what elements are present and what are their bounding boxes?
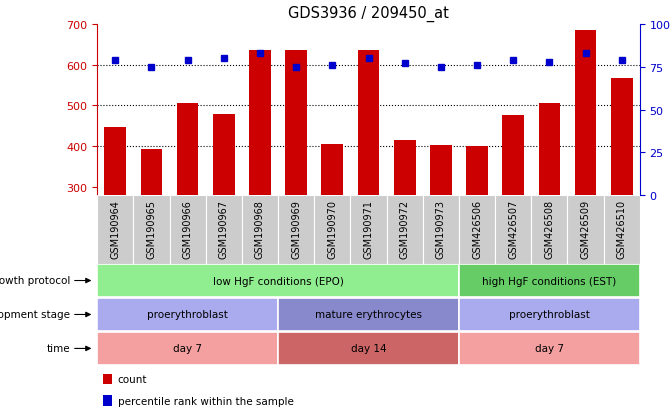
Bar xyxy=(459,196,495,264)
Bar xyxy=(459,299,640,331)
Bar xyxy=(394,141,415,196)
Text: count: count xyxy=(118,374,147,384)
Bar xyxy=(350,196,387,264)
Text: growth protocol: growth protocol xyxy=(0,275,70,285)
Bar xyxy=(97,196,133,264)
Title: GDS3936 / 209450_at: GDS3936 / 209450_at xyxy=(288,6,449,22)
Bar xyxy=(575,31,596,196)
Text: GSM190970: GSM190970 xyxy=(328,199,337,258)
Text: day 14: day 14 xyxy=(350,344,387,354)
Bar xyxy=(105,128,126,196)
Bar xyxy=(285,51,307,196)
Bar xyxy=(206,196,242,264)
Bar xyxy=(459,265,640,297)
Bar xyxy=(539,103,560,196)
Bar xyxy=(430,146,452,196)
Bar xyxy=(502,116,524,196)
Bar xyxy=(459,332,640,365)
Bar xyxy=(103,395,113,406)
Bar xyxy=(97,265,459,297)
Bar xyxy=(604,196,640,264)
Bar xyxy=(495,196,531,264)
Bar xyxy=(249,51,271,196)
Bar xyxy=(278,299,459,331)
Bar xyxy=(531,196,567,264)
Bar xyxy=(278,332,459,365)
Text: GSM190964: GSM190964 xyxy=(111,199,120,258)
Text: proerythroblast: proerythroblast xyxy=(147,310,228,320)
Bar xyxy=(358,50,379,196)
Bar xyxy=(170,196,206,264)
Bar xyxy=(177,103,198,196)
Text: GSM190968: GSM190968 xyxy=(255,199,265,258)
Text: GSM190972: GSM190972 xyxy=(400,199,409,258)
Bar xyxy=(611,78,632,196)
Text: GSM190971: GSM190971 xyxy=(364,199,373,258)
Bar xyxy=(213,115,234,196)
Bar xyxy=(141,150,162,196)
Text: day 7: day 7 xyxy=(173,344,202,354)
Bar xyxy=(322,145,343,196)
Text: day 7: day 7 xyxy=(535,344,564,354)
Text: low HgF conditions (EPO): low HgF conditions (EPO) xyxy=(212,276,344,286)
Text: GSM190967: GSM190967 xyxy=(219,199,228,258)
Text: proerythroblast: proerythroblast xyxy=(509,310,590,320)
Bar xyxy=(423,196,459,264)
Text: development stage: development stage xyxy=(0,309,70,319)
Bar xyxy=(466,147,488,196)
Bar xyxy=(97,332,278,365)
Text: GSM426508: GSM426508 xyxy=(545,199,554,258)
Bar xyxy=(387,196,423,264)
Text: high HgF conditions (EST): high HgF conditions (EST) xyxy=(482,276,616,286)
Text: GSM426510: GSM426510 xyxy=(617,199,626,258)
Text: GSM426507: GSM426507 xyxy=(509,199,518,258)
Text: GSM190973: GSM190973 xyxy=(436,199,446,258)
Text: mature erythrocytes: mature erythrocytes xyxy=(315,310,422,320)
Text: GSM190966: GSM190966 xyxy=(183,199,192,258)
Bar xyxy=(133,196,170,264)
Bar xyxy=(314,196,350,264)
Text: GSM426506: GSM426506 xyxy=(472,199,482,258)
Bar xyxy=(103,374,113,385)
Text: time: time xyxy=(46,343,70,353)
Text: percentile rank within the sample: percentile rank within the sample xyxy=(118,396,293,406)
Bar xyxy=(97,299,278,331)
Text: GSM426509: GSM426509 xyxy=(581,199,590,258)
Text: GSM190969: GSM190969 xyxy=(291,199,301,258)
Bar xyxy=(567,196,604,264)
Bar xyxy=(278,196,314,264)
Bar xyxy=(242,196,278,264)
Text: GSM190965: GSM190965 xyxy=(147,199,156,258)
